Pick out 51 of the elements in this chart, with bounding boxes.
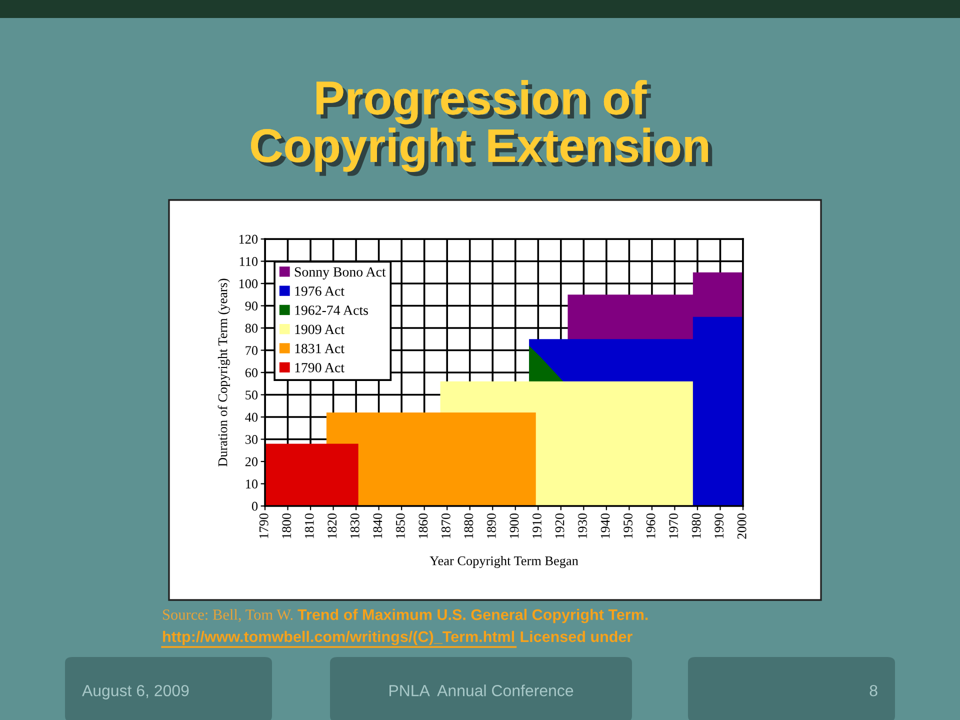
x-tick-label: 1830 <box>350 513 360 538</box>
x-tick-label: 1940 <box>600 513 610 538</box>
x-tick-label: 1990 <box>714 513 724 538</box>
source-note: Source: Bell, Tom W. <box>163 609 292 622</box>
x-tick-label: 1820 <box>328 513 337 538</box>
x-tick-label: 1900 <box>510 513 519 538</box>
x-tick-label: 1880 <box>464 513 474 538</box>
y-tick-label: 70 <box>246 346 258 355</box>
x-tick-label: 1920 <box>555 513 564 538</box>
x-tick-label: 1970 <box>669 513 678 538</box>
y-tick-label: 80 <box>245 324 258 333</box>
chart-title: Progression of Copyright Extension <box>251 80 712 176</box>
x-tick-label: 2000 <box>737 513 746 539</box>
y-tick-label: 20 <box>245 457 258 466</box>
x-axis-title: Year Copyright Term Began <box>430 556 578 568</box>
y-tick-label: 90 <box>245 302 258 310</box>
text: PNLA Annual Conference <box>390 684 574 696</box>
y-tick-label: 30 <box>245 435 258 444</box>
y-tick-label: 0 <box>252 502 258 511</box>
x-tick-label: 1850 <box>396 513 405 538</box>
text: 8 <box>870 684 878 696</box>
y-tick-label: 110 <box>240 257 258 266</box>
text: Trend of Maximum U.S. General Copyright Term. <box>298 608 648 624</box>
x-tick-label: 1950 <box>624 513 632 538</box>
x-tick-label: 1910 <box>532 513 542 538</box>
x-tick-label: 1960 <box>646 513 656 538</box>
text: August 6, 2009 <box>82 684 189 700</box>
x-tick-label: 1890 <box>487 513 496 538</box>
y-axis-title: Duration of Copyright Term (years) <box>218 278 230 466</box>
x-tick-label: 1840 <box>373 513 382 538</box>
text: Licensed under <box>520 630 632 642</box>
x-tick-label: 1870 <box>441 513 450 538</box>
y-tick-label: 60 <box>245 368 258 378</box>
y-tick-label: 40 <box>245 412 258 422</box>
y-tick-label: 120 <box>239 234 258 244</box>
legend-label: 1962-74 Acts <box>295 306 368 315</box>
y-tick-label: 10 <box>246 480 258 488</box>
x-tick-label: 1980 <box>692 513 701 538</box>
text: http://www.tomwbell.com/writings/(C)_Term.html <box>163 630 514 646</box>
legend-label: 1909 Act <box>295 324 344 334</box>
legend-label: 1790 Act <box>295 362 344 372</box>
x-tick-label: 1860 <box>418 513 428 538</box>
x-tick-label: 1810 <box>304 513 314 538</box>
legend-label: 1831 Act <box>295 344 344 354</box>
x-tick-label: 1790 <box>259 513 268 538</box>
legend-label: Sonny Bono Act <box>294 267 386 280</box>
x-tick-label: 1930 <box>578 513 587 538</box>
y-tick-label: 100 <box>239 279 258 288</box>
y-tick-label: 50 <box>246 390 258 400</box>
legend-label: 1976 Act <box>295 286 344 296</box>
x-tick-label: 1800 <box>282 513 292 538</box>
